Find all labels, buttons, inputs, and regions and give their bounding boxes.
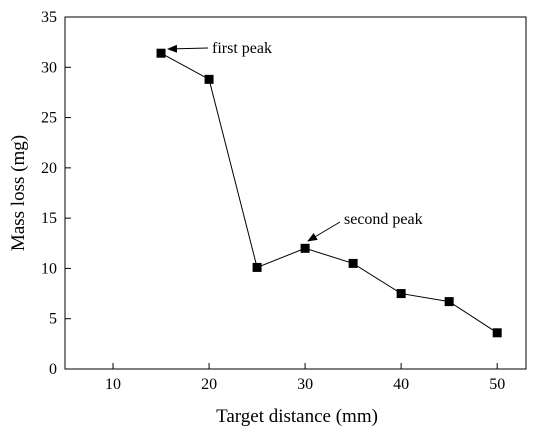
annotation-arrow xyxy=(307,221,341,242)
y-tick-label: 20 xyxy=(41,160,57,177)
y-tick-label: 5 xyxy=(49,311,57,328)
y-tick-label: 30 xyxy=(41,59,57,76)
y-tick-label: 10 xyxy=(41,260,57,277)
y-axis-title: Mass loss (mg) xyxy=(8,135,29,251)
x-tick-label: 10 xyxy=(105,376,121,393)
series-layer xyxy=(156,48,502,338)
annotation-arrow xyxy=(167,44,209,53)
data-point xyxy=(492,328,502,338)
plot-frame xyxy=(64,16,527,370)
x-tick-label: 20 xyxy=(201,376,217,393)
x-axis-title: Target distance (mm) xyxy=(216,406,378,427)
data-point xyxy=(348,258,358,268)
x-tick-label: 40 xyxy=(393,376,409,393)
y-tick-label: 15 xyxy=(41,210,57,227)
data-point xyxy=(204,74,214,84)
y-tick-label: 25 xyxy=(41,110,57,127)
y-tick-label: 35 xyxy=(41,9,57,26)
data-point xyxy=(252,262,262,272)
annotation-label: first peak xyxy=(212,40,272,57)
data-point xyxy=(300,243,310,253)
series-line xyxy=(160,52,498,334)
data-point xyxy=(444,297,454,307)
x-tick-label: 50 xyxy=(489,376,505,393)
axis-ticks: 10 20 30 40 50 0 5 10 15 20 25 30 35 xyxy=(41,9,505,393)
annotation-layer: first peak second peak xyxy=(167,40,423,242)
data-point xyxy=(156,48,166,58)
annotation-label: second peak xyxy=(344,211,423,228)
y-tick-label: 0 xyxy=(49,361,57,378)
x-tick-label: 30 xyxy=(297,376,313,393)
data-point xyxy=(396,289,406,299)
